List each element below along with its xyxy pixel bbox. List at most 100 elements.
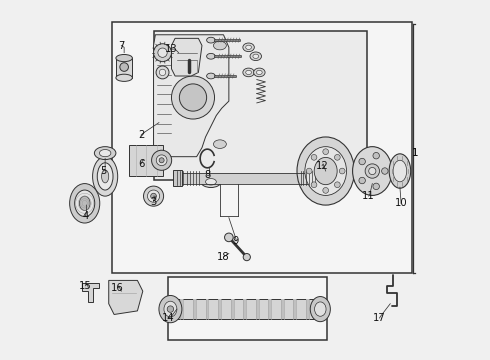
Ellipse shape [164, 301, 177, 317]
Circle shape [243, 253, 250, 261]
Ellipse shape [99, 149, 111, 157]
Circle shape [144, 186, 164, 206]
Text: 5: 5 [100, 166, 106, 176]
Circle shape [156, 155, 167, 166]
Bar [243, 299, 246, 319]
Text: 6: 6 [138, 159, 144, 169]
Ellipse shape [70, 184, 100, 223]
Ellipse shape [207, 37, 215, 43]
Text: 4: 4 [82, 211, 89, 221]
Circle shape [159, 158, 164, 163]
Ellipse shape [214, 41, 226, 50]
Ellipse shape [207, 73, 215, 79]
Circle shape [323, 149, 329, 154]
Bar [269, 299, 271, 319]
Bar [116, 58, 132, 78]
Bar [193, 299, 196, 319]
Circle shape [365, 164, 379, 178]
Ellipse shape [207, 53, 215, 59]
Bar [281, 299, 284, 319]
Ellipse shape [353, 147, 392, 195]
Text: 11: 11 [362, 191, 375, 201]
Bar [173, 299, 317, 319]
Circle shape [151, 150, 172, 170]
Ellipse shape [314, 157, 337, 185]
Circle shape [224, 233, 233, 242]
Bar [173, 170, 182, 186]
Ellipse shape [245, 70, 251, 75]
Circle shape [159, 69, 166, 76]
Circle shape [335, 154, 340, 160]
Circle shape [311, 182, 317, 188]
Bar [168, 277, 327, 339]
Circle shape [335, 182, 340, 188]
Ellipse shape [214, 140, 226, 148]
Polygon shape [153, 35, 229, 157]
Polygon shape [172, 39, 202, 76]
Ellipse shape [93, 157, 118, 196]
Bar [180, 299, 183, 319]
Circle shape [147, 190, 160, 202]
Circle shape [179, 84, 207, 111]
Ellipse shape [310, 297, 330, 321]
Circle shape [373, 183, 379, 190]
Text: 2: 2 [138, 130, 144, 140]
Polygon shape [109, 280, 143, 315]
Circle shape [373, 152, 379, 159]
Bar [231, 299, 234, 319]
Polygon shape [82, 283, 99, 302]
Text: 3: 3 [150, 197, 157, 207]
Text: 15: 15 [79, 281, 92, 291]
Ellipse shape [159, 296, 182, 323]
Circle shape [339, 168, 345, 174]
Ellipse shape [297, 137, 354, 205]
Circle shape [151, 193, 156, 199]
Ellipse shape [116, 54, 132, 62]
Circle shape [153, 44, 172, 62]
Ellipse shape [256, 70, 262, 75]
Bar [129, 145, 164, 176]
Bar [218, 299, 221, 319]
Text: 12: 12 [316, 161, 328, 171]
Ellipse shape [393, 160, 407, 182]
Bar [256, 299, 259, 319]
Text: 18: 18 [217, 252, 230, 262]
Text: 10: 10 [394, 198, 407, 208]
Circle shape [323, 188, 329, 193]
Circle shape [158, 48, 167, 57]
Bar [112, 22, 412, 273]
Text: 8: 8 [204, 170, 211, 180]
Ellipse shape [101, 170, 109, 183]
Text: 14: 14 [162, 313, 174, 323]
Ellipse shape [97, 163, 113, 190]
Ellipse shape [250, 52, 262, 60]
Ellipse shape [74, 190, 95, 217]
Text: 7: 7 [118, 41, 124, 50]
Text: 1: 1 [412, 148, 418, 158]
Ellipse shape [201, 176, 221, 188]
Circle shape [306, 168, 312, 174]
Circle shape [359, 158, 366, 165]
Ellipse shape [254, 68, 265, 77]
Circle shape [167, 306, 173, 312]
Ellipse shape [205, 179, 216, 185]
Text: 1: 1 [412, 148, 418, 158]
Ellipse shape [95, 147, 116, 159]
Ellipse shape [305, 147, 346, 195]
Bar [306, 299, 309, 319]
Circle shape [311, 154, 317, 160]
Ellipse shape [116, 74, 132, 81]
Ellipse shape [243, 68, 254, 77]
Bar [205, 299, 208, 319]
Ellipse shape [120, 63, 128, 71]
Text: 17: 17 [373, 313, 386, 323]
Ellipse shape [253, 54, 259, 58]
Ellipse shape [315, 302, 326, 316]
Circle shape [172, 76, 215, 119]
Text: 9: 9 [233, 236, 239, 246]
Bar [153, 31, 367, 180]
Circle shape [368, 167, 376, 175]
Bar [177, 173, 317, 184]
Ellipse shape [79, 196, 90, 211]
Circle shape [359, 177, 366, 184]
